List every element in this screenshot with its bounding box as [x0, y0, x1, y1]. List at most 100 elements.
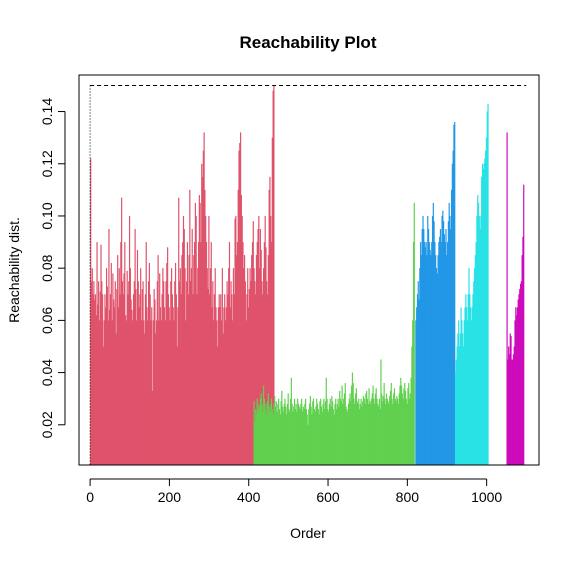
bar-cluster-1 — [213, 294, 216, 465]
bar-cluster-3 — [419, 268, 421, 465]
bar-cluster-3 — [440, 242, 442, 465]
bar-cluster-2 — [401, 385, 403, 465]
bar-cluster-3 — [420, 242, 422, 465]
bar-cluster-2 — [323, 398, 325, 465]
bar-cluster-1 — [178, 281, 181, 465]
bar-cluster-1 — [167, 247, 169, 465]
bar-cluster-2 — [324, 409, 326, 465]
bar-cluster-5 — [514, 320, 516, 465]
bar-cluster-2 — [270, 403, 272, 465]
bar-cluster-1 — [262, 294, 264, 465]
bar-cluster-1 — [105, 307, 107, 465]
bar-cluster-1 — [140, 268, 142, 465]
bar-cluster-1 — [249, 268, 251, 465]
bar-cluster-2 — [387, 401, 389, 465]
bar-cluster-5 — [510, 336, 512, 465]
bar-cluster-1 — [113, 307, 116, 465]
bar-cluster-2 — [254, 422, 256, 465]
bar-cluster-3 — [431, 242, 433, 465]
bar-cluster-1 — [263, 242, 265, 465]
bar-cluster-1 — [217, 307, 219, 465]
bar-cluster-2 — [352, 383, 354, 465]
bar-cluster-2 — [403, 388, 405, 465]
bar-cluster-1 — [207, 289, 209, 465]
bar-cluster-1 — [195, 215, 197, 465]
bar-cluster-2 — [413, 202, 415, 465]
bar-cluster-3 — [454, 121, 456, 466]
bar-cluster-2 — [339, 390, 341, 465]
bar-cluster-2 — [301, 398, 303, 465]
bar-cluster-1 — [263, 268, 265, 465]
bar-cluster-3 — [418, 299, 420, 465]
bar-cluster-1 — [131, 309, 133, 465]
bar-cluster-2 — [335, 398, 337, 465]
bar-cluster-3 — [437, 255, 439, 465]
bar-cluster-3 — [438, 242, 440, 465]
bar-cluster-2 — [278, 398, 280, 465]
bar-cluster-3 — [447, 221, 449, 465]
bar-cluster-3 — [416, 294, 419, 465]
bar-cluster-5 — [507, 359, 509, 465]
bar-cluster-2 — [318, 414, 320, 465]
bar-cluster-1 — [125, 315, 127, 465]
bar-cluster-4 — [468, 268, 470, 465]
bar-cluster-4 — [477, 202, 480, 465]
bar-cluster-1 — [183, 229, 185, 465]
bar-cluster-3 — [424, 247, 426, 465]
bar-cluster-2 — [344, 383, 346, 465]
bar-cluster-2 — [330, 406, 332, 465]
bar-cluster-1 — [255, 294, 257, 465]
bar-cluster-2 — [348, 398, 350, 465]
bar-cluster-1 — [246, 294, 248, 465]
bar-cluster-2 — [399, 385, 401, 465]
bar-cluster-2 — [326, 398, 328, 465]
bar-cluster-1 — [265, 247, 267, 465]
bar-cluster-1 — [256, 242, 258, 465]
bar-cluster-2 — [333, 414, 335, 465]
bar-cluster-1 — [163, 307, 166, 465]
bar-cluster-1 — [244, 281, 246, 465]
bar-cluster-1 — [220, 294, 222, 465]
y-tick-label: 0.04 — [39, 359, 55, 386]
bar-cluster-1 — [159, 307, 162, 465]
bar-cluster-3 — [430, 255, 432, 465]
bar-cluster-1 — [214, 268, 216, 465]
bar-cluster-3 — [416, 307, 418, 465]
bar-cluster-1 — [226, 281, 228, 465]
bar-cluster-2 — [312, 398, 315, 465]
bar-cluster-1 — [174, 262, 177, 465]
bar-cluster-3 — [451, 163, 453, 465]
bar-cluster-1 — [121, 281, 124, 465]
bar-cluster-2 — [270, 398, 273, 465]
bar-cluster-1 — [181, 255, 183, 465]
bar-cluster-1 — [136, 320, 138, 465]
bar-cluster-1 — [255, 255, 258, 465]
bar-cluster-1 — [170, 281, 172, 465]
bar-cluster-4 — [486, 111, 488, 466]
bar-cluster-4 — [485, 137, 488, 465]
bar-cluster-4 — [459, 333, 461, 465]
bar-cluster-2 — [275, 401, 277, 465]
bar-cluster-4 — [467, 294, 469, 465]
bar-cluster-4 — [478, 215, 480, 465]
bar-cluster-2 — [284, 398, 286, 465]
bar-cluster-1 — [173, 320, 175, 465]
bar-cluster-1 — [110, 262, 112, 465]
y-tick-label: 0.06 — [39, 307, 55, 334]
bar-cluster-1 — [135, 289, 137, 465]
bar-cluster-1 — [146, 307, 148, 465]
bar-cluster-1 — [185, 320, 187, 465]
bar-cluster-2 — [336, 403, 338, 465]
bar-cluster-1 — [163, 281, 165, 465]
bar-cluster-1 — [140, 320, 143, 465]
bar-cluster-1 — [132, 294, 135, 465]
bar-cluster-1 — [127, 294, 129, 465]
bar-cluster-1 — [160, 320, 162, 465]
bar-cluster-1 — [236, 242, 239, 465]
bar-cluster-1 — [194, 202, 196, 465]
bar-cluster-2 — [392, 403, 394, 465]
bar-cluster-1 — [128, 281, 130, 465]
bar-cluster-2 — [256, 398, 258, 465]
bar-cluster-2 — [372, 385, 374, 465]
bar-cluster-2 — [319, 401, 321, 465]
